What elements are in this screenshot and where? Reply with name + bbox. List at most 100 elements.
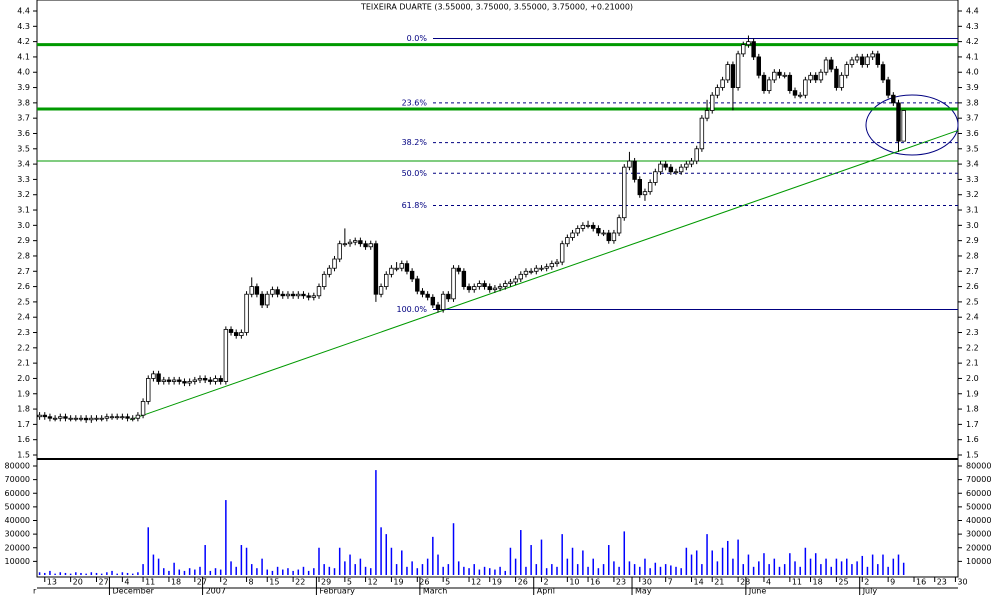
volume-tick-label: 70000	[5, 475, 30, 484]
candle-body	[430, 296, 436, 306]
y-tick-label-right: 3.0	[966, 221, 979, 230]
candle-body	[896, 102, 901, 142]
volume-bar	[313, 568, 315, 575]
candle-body	[244, 293, 249, 333]
candle-body	[73, 417, 79, 420]
volume-bar	[613, 561, 615, 575]
volume-bar	[835, 558, 838, 575]
candle-body	[239, 332, 244, 336]
candle-body	[332, 258, 337, 269]
x-tick-label: 27	[99, 578, 109, 587]
candle-body	[642, 191, 648, 196]
candle-body	[192, 379, 198, 382]
candle-body	[347, 241, 353, 245]
volume-tick-label-right: 50000	[966, 502, 991, 511]
candle-body	[306, 295, 311, 298]
volume-bar	[488, 568, 491, 575]
candle-body	[725, 64, 730, 81]
candle-body	[58, 416, 63, 419]
y-tick-label-right: 3.5	[966, 144, 979, 153]
x-tick-label: 5	[445, 578, 450, 587]
candle-body	[523, 270, 529, 275]
volume-bar	[680, 568, 682, 575]
candle-body	[549, 263, 555, 268]
volume-bar	[799, 566, 801, 575]
candle-body	[704, 110, 710, 119]
volume-bar	[897, 554, 900, 575]
volume-bar	[701, 564, 703, 575]
volume-bar	[576, 564, 579, 575]
candle-body	[120, 416, 125, 419]
volume-bar	[690, 554, 693, 575]
candle-body	[585, 224, 591, 227]
x-tick-label: 4	[124, 578, 129, 587]
volume-bar	[882, 554, 884, 575]
candle-body	[89, 417, 94, 421]
x-tick-label: 5	[347, 578, 352, 587]
x-tick-label: 21	[714, 578, 724, 587]
volume-bar	[168, 570, 170, 575]
y-tick-label-right: 4.2	[966, 37, 979, 46]
candle-body	[616, 217, 622, 234]
candle-body	[761, 74, 767, 92]
candle-body	[554, 261, 560, 265]
x-tick-label: 12	[368, 578, 378, 587]
candle-body	[565, 237, 570, 245]
candle-body	[596, 228, 601, 234]
volume-bar	[147, 527, 149, 575]
candle-body	[880, 64, 886, 81]
candle-body	[663, 163, 668, 168]
volume-tick-label: 80000	[5, 462, 30, 471]
month-label: April	[537, 587, 555, 595]
volume-bar	[520, 530, 522, 575]
volume-bar	[328, 566, 331, 575]
volume-bar	[364, 566, 367, 575]
volume-bar	[877, 564, 879, 575]
volume-bar	[338, 547, 341, 575]
y-tick-label-right: 4.3	[966, 22, 979, 31]
candle-body	[658, 163, 663, 173]
volume-bar	[866, 566, 869, 575]
y-tick-label-right: 1.9	[966, 389, 979, 398]
candle-body	[327, 267, 332, 275]
candle-body	[694, 148, 699, 162]
volume-bar	[639, 566, 641, 575]
volume-bar	[814, 553, 817, 575]
candle-body	[342, 243, 348, 246]
candle-body	[78, 417, 84, 420]
y-tick-label-right: 3.1	[966, 206, 979, 215]
month-label: r	[33, 587, 37, 595]
volume-bar	[219, 569, 222, 575]
x-tick-label: 10	[569, 578, 579, 587]
candle-body	[461, 270, 467, 287]
volume-bar	[369, 568, 372, 575]
volume-tick-label-right: 60000	[966, 489, 991, 498]
volume-bar	[282, 569, 284, 575]
x-tick-label: 28	[740, 578, 750, 587]
candle-body	[477, 283, 482, 287]
volume-bar	[90, 572, 93, 575]
x-tick-label: 29	[321, 578, 331, 587]
y-tick-label: 4.2	[17, 37, 30, 46]
y-tick-label-right: 2.3	[966, 328, 979, 337]
volume-bar	[447, 564, 450, 575]
x-tick-label: 7	[668, 578, 673, 587]
y-tick-label: 2.4	[17, 313, 30, 322]
volume-tick-label: 20000	[5, 543, 30, 552]
volume-bar	[763, 553, 765, 575]
candle-body	[792, 90, 798, 96]
volume-bar	[846, 558, 848, 575]
volume-bar	[95, 572, 98, 575]
volume-bar	[266, 569, 268, 575]
candle-body	[518, 273, 523, 280]
y-tick-label-right: 3.4	[966, 160, 979, 169]
candle-body	[68, 417, 73, 420]
volume-bar	[390, 547, 393, 575]
y-tick-label: 4.3	[17, 22, 30, 31]
candle-body	[311, 295, 317, 298]
volume-bar	[675, 566, 677, 575]
volume-bar	[302, 566, 305, 575]
y-tick-label-right: 2.9	[966, 236, 979, 245]
candle-body	[492, 287, 498, 291]
volume-bar	[38, 572, 41, 575]
